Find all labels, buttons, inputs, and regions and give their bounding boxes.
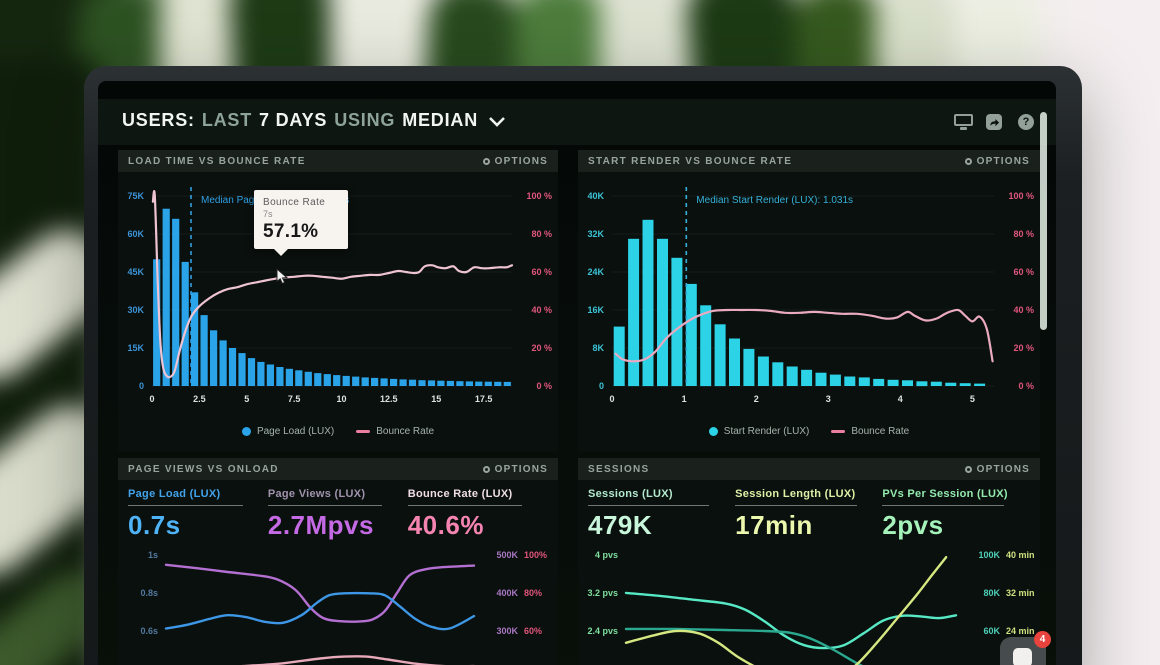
legend: Start Render (LUX) Bounce Rate xyxy=(578,426,1040,437)
svg-text:60 %: 60 % xyxy=(1013,267,1034,277)
legend-start-render[interactable]: Start Render (LUX) xyxy=(708,426,809,437)
panel-page-views: PAGE VIEWS VS ONLOAD OPTIONS Page Load (… xyxy=(118,458,558,665)
svg-text:Median Start Render (LUX): 1.0: Median Start Render (LUX): 1.031s xyxy=(696,195,853,206)
svg-text:7.5: 7.5 xyxy=(288,394,301,404)
stat-sessions: Sessions (LUX) 479K xyxy=(588,488,735,541)
notification-widget[interactable]: 4 xyxy=(1000,631,1051,665)
svg-text:2: 2 xyxy=(754,394,759,404)
svg-text:15: 15 xyxy=(431,394,441,404)
svg-text:32K: 32K xyxy=(587,229,604,239)
stat-session-length: Session Length (LUX) 17min xyxy=(735,488,857,540)
svg-text:100 %: 100 % xyxy=(526,191,552,201)
legend-bounce-rate[interactable]: Bounce Rate xyxy=(356,426,434,437)
start-render-chart[interactable]: Median Start Render (LUX): 1.031s 40K 32K 2… xyxy=(578,172,1040,428)
scrollbar[interactable] xyxy=(1040,112,1047,330)
svg-text:16K: 16K xyxy=(587,305,604,315)
panel-sessions: SESSIONS OPTIONS Sessions (LUX) 479K Ses… xyxy=(578,458,1040,665)
notification-badge: 4 xyxy=(1034,631,1051,648)
monitor-bezel: USERS: LAST 7 DAYS USING MEDIAN ? xyxy=(84,66,1082,665)
legend: Page Load (LUX) Bounce Rate xyxy=(118,426,558,437)
svg-text:0 %: 0 % xyxy=(1018,381,1034,391)
svg-text:0 %: 0 % xyxy=(536,381,552,391)
svg-text:80 %: 80 % xyxy=(1013,229,1034,239)
options-button[interactable]: OPTIONS xyxy=(964,464,1030,475)
share-icon[interactable] xyxy=(986,114,1006,132)
svg-text:60 %: 60 % xyxy=(531,267,552,277)
svg-text:20 %: 20 % xyxy=(1013,343,1034,353)
stat-bounce-rate: Bounce Rate (LUX) 40.6% xyxy=(407,488,548,541)
options-button[interactable]: OPTIONS xyxy=(482,464,548,475)
svg-text:100 %: 100 % xyxy=(1008,191,1034,201)
panel-load-time-header: LOAD TIME VS BOUNCE RATE OPTIONS xyxy=(118,150,558,172)
panel-start-render-header: START RENDER VS BOUNCE RATE OPTIONS xyxy=(578,150,1040,172)
svg-text:40K: 40K xyxy=(587,191,604,201)
panel-sessions-header: SESSIONS OPTIONS xyxy=(578,458,1040,480)
svg-text:5: 5 xyxy=(244,394,249,404)
stat-page-views: Page Views (LUX) 2.7Mpvs xyxy=(267,488,408,541)
title-seg-users: USERS: xyxy=(122,110,195,130)
svg-text:3: 3 xyxy=(826,394,831,404)
svg-text:4: 4 xyxy=(898,394,903,404)
help-icon[interactable]: ? xyxy=(1018,114,1038,132)
gear-icon xyxy=(482,157,490,165)
svg-text:40 %: 40 % xyxy=(1013,305,1034,315)
svg-text:0: 0 xyxy=(609,394,614,404)
panel-title: PAGE VIEWS VS ONLOAD xyxy=(128,463,279,475)
widget-icon xyxy=(1013,648,1032,665)
legend-bounce-rate[interactable]: Bounce Rate xyxy=(831,426,909,437)
svg-text:40 %: 40 % xyxy=(531,305,552,315)
svg-text:2.5: 2.5 xyxy=(193,394,206,404)
panel-start-render: START RENDER VS BOUNCE RATE OPTIONS Medi… xyxy=(578,150,1040,452)
options-button[interactable]: OPTIONS xyxy=(482,156,548,167)
display-icon[interactable] xyxy=(954,114,974,132)
svg-text:45K: 45K xyxy=(127,267,144,277)
stat-page-load: Page Load (LUX) 0.7s xyxy=(128,488,268,541)
chart-tooltip: Bounce Rate 7s 57.1% xyxy=(254,190,348,256)
dashboard-screen: USERS: LAST 7 DAYS USING MEDIAN ? xyxy=(98,81,1056,665)
chevron-down-icon xyxy=(489,111,505,132)
panel-title: SESSIONS xyxy=(588,463,650,475)
mouse-cursor-icon xyxy=(276,267,289,290)
stats-row: Page Load (LUX) 0.7s Page Views (LUX) 2.… xyxy=(118,480,558,541)
svg-text:12.5: 12.5 xyxy=(380,394,398,404)
svg-text:24K: 24K xyxy=(587,267,604,277)
svg-text:10: 10 xyxy=(336,394,346,404)
svg-text:5: 5 xyxy=(970,394,975,404)
title-seg-7days: 7 DAYS xyxy=(259,110,328,130)
svg-text:60K: 60K xyxy=(127,229,144,239)
svg-text:15K: 15K xyxy=(127,343,144,353)
title-seg-median: MEDIAN xyxy=(402,110,479,130)
options-button[interactable]: OPTIONS xyxy=(964,156,1030,167)
svg-text:0: 0 xyxy=(149,394,154,404)
timeframe-dropdown[interactable]: USERS: LAST 7 DAYS USING MEDIAN xyxy=(122,109,505,132)
svg-text:17.5: 17.5 xyxy=(475,394,493,404)
svg-text:75K: 75K xyxy=(127,191,144,201)
svg-text:20 %: 20 % xyxy=(531,343,552,353)
svg-text:30K: 30K xyxy=(127,305,144,315)
svg-text:8K: 8K xyxy=(592,343,604,353)
stats-row: Sessions (LUX) 479K Session Length (LUX)… xyxy=(578,480,1040,541)
svg-text:0: 0 xyxy=(599,381,604,391)
panel-title: START RENDER VS BOUNCE RATE xyxy=(588,155,793,167)
svg-text:0: 0 xyxy=(139,381,144,391)
panel-title: LOAD TIME VS BOUNCE RATE xyxy=(128,155,306,167)
panel-load-time: LOAD TIME VS BOUNCE RATE OPTIONS Median … xyxy=(118,150,558,452)
stat-pvs-per-session: PVs Per Session (LUX) 2pvs xyxy=(882,488,1008,540)
panel-page-views-header: PAGE VIEWS VS ONLOAD OPTIONS xyxy=(118,458,558,480)
title-seg-last: LAST xyxy=(201,110,253,130)
svg-text:1: 1 xyxy=(682,394,687,404)
svg-text:80 %: 80 % xyxy=(531,229,552,239)
gear-icon xyxy=(964,465,972,473)
title-seg-using: USING xyxy=(334,110,396,130)
legend-page-load[interactable]: Page Load (LUX) xyxy=(241,426,334,437)
gear-icon xyxy=(964,157,972,165)
gear-icon xyxy=(482,465,490,473)
title-band xyxy=(98,99,1056,145)
